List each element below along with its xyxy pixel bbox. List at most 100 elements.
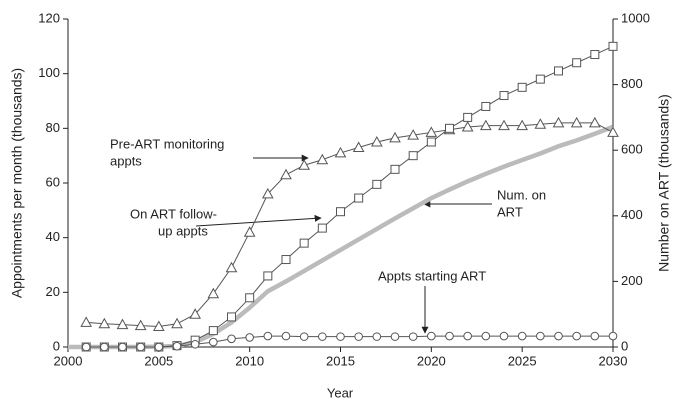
marker-square [245,293,255,303]
annotation: Num. on [497,187,546,202]
marker-circle [245,333,254,342]
marker-triangle [316,153,329,165]
marker-square [317,223,327,233]
x-tick-label: 2030 [599,353,628,368]
marker-triangle [98,317,111,329]
marker-circle [118,342,127,352]
marker-triangle [243,226,256,237]
marker-circle [445,331,454,341]
marker-triangle [534,118,547,129]
marker-triangle [407,129,420,140]
marker-circle [227,334,236,344]
marker-circle [572,331,581,341]
marker-circle [354,332,363,341]
marker-square [535,74,545,84]
marker-triangle [352,141,365,152]
marker-circle [481,331,491,341]
y-tick-label: 100 [38,65,60,80]
y-tick-label: 120 [38,10,60,25]
y-tick-label: 60 [46,174,60,189]
marker-circle [154,342,164,352]
y2-tick-label: 400 [621,207,643,222]
y-tick-label: 40 [46,229,60,244]
x-tick-label: 2015 [326,353,355,368]
marker-circle [517,331,527,341]
marker-triangle [425,126,438,137]
y2-tick-label: 200 [621,273,643,288]
marker-square [208,326,218,336]
marker-circle [263,331,273,341]
series-line [68,124,614,350]
marker-square [445,123,454,133]
marker-triangle [552,116,565,128]
marker-triangle [261,187,274,199]
marker-triangle [370,135,383,147]
marker-triangle [588,116,601,128]
y-tick-label: 80 [46,120,60,135]
marker-circle [499,331,509,341]
marker-square [517,82,527,92]
marker-circle [136,342,145,352]
marker-triangle [116,318,129,330]
marker-square [299,238,309,248]
marker-square [608,41,618,51]
marker-triangle [298,159,311,170]
marker-square [481,101,491,111]
marker-triangle [498,119,510,131]
x-tick-label: 2020 [417,353,446,368]
marker-triangle [516,119,529,131]
marker-square [590,50,600,60]
marker-circle [427,331,436,341]
marker-circle [372,332,382,341]
annotation: ART [497,204,523,219]
x-tick-label: 2000 [54,353,83,368]
x-axis-label: Year [327,385,354,400]
marker-square [227,312,236,322]
y2-axis-label: Number on ART (thousands) [656,94,672,272]
marker-circle [172,341,182,351]
marker-triangle [80,316,93,327]
y-tick-label: 20 [46,284,60,299]
marker-circle [590,331,600,341]
x-tick-label: 2025 [508,353,537,368]
marker-circle [281,331,291,341]
marker-square [281,255,291,265]
marker-triangle [280,168,292,180]
y-axis-label: Appointments per month (thousands) [9,68,25,298]
marker-triangle [461,120,474,132]
annotation: Pre-ART monitoring [110,136,224,151]
y-tick-label: 0 [53,338,60,353]
marker-square [572,58,582,68]
annotation-arrow [195,214,322,227]
marker-square [426,137,436,147]
marker-circle [390,332,400,341]
marker-triangle [171,317,183,329]
annotation: Appts starting ART [378,268,486,283]
marker-square [263,271,273,281]
marker-triangle [479,119,492,131]
marker-circle [100,342,109,352]
marker-circle [190,339,200,349]
marker-circle [336,332,345,341]
marker-circle [608,331,618,341]
y2-tick-label: 800 [621,76,643,91]
marker-triangle [207,287,220,299]
annotation: On ART follow- [130,206,217,221]
marker-circle [209,337,218,347]
marker-square [354,193,364,203]
marker-square [463,112,473,122]
marker-square [554,66,563,76]
annotation: appts [110,153,142,168]
marker-triangle [389,131,401,143]
marker-triangle [225,261,238,273]
marker-circle [81,342,91,352]
marker-square [390,164,400,174]
marker-triangle [134,319,147,331]
marker-square [372,179,382,189]
y2-tick-label: 1000 [621,10,650,25]
y2-tick-label: 0 [621,338,628,353]
marker-circle [536,331,545,341]
x-tick-label: 2005 [144,353,173,368]
marker-triangle [189,308,202,319]
